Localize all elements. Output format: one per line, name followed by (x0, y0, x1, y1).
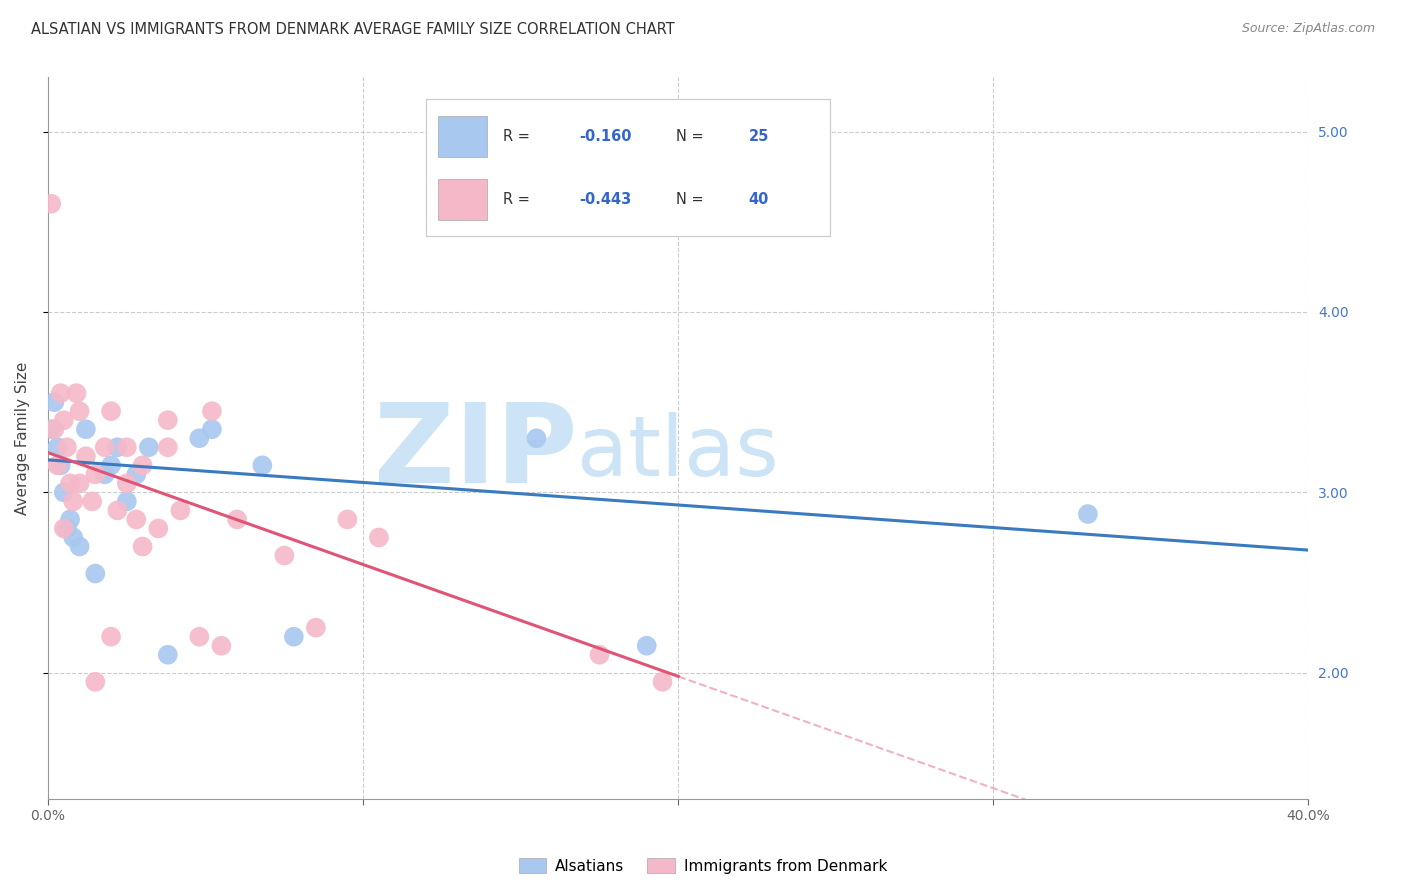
Point (39, 422, 62, 436)
Point (105, 440, 128, 454)
Point (367, 531, 389, 545)
Point (84, 467, 107, 482)
Point (156, 648, 179, 662)
Point (100, 630, 122, 644)
Point (52, 413, 75, 427)
Point (1077, 507, 1099, 521)
Point (49, 386, 72, 401)
Point (52, 485, 75, 500)
Point (115, 440, 138, 454)
Point (148, 521, 170, 535)
Point (69, 476, 91, 491)
Legend: Alsatians, Immigrants from Denmark: Alsatians, Immigrants from Denmark (512, 852, 894, 880)
Point (283, 630, 305, 644)
Point (252, 458, 274, 473)
Point (62, 531, 84, 545)
Point (138, 440, 160, 454)
Point (201, 422, 224, 436)
Point (82, 494, 104, 508)
Point (46, 440, 69, 454)
Point (94, 467, 117, 482)
Text: ZIP: ZIP (374, 400, 578, 506)
Point (188, 630, 211, 644)
Point (94, 440, 117, 454)
Point (636, 639, 658, 653)
Y-axis label: Average Family Size: Average Family Size (15, 361, 30, 515)
Point (188, 431, 211, 445)
Point (169, 503, 191, 517)
Point (56, 440, 79, 454)
Point (65, 386, 87, 401)
Point (100, 404, 122, 418)
Point (125, 512, 148, 526)
Point (156, 413, 179, 427)
Point (56, 521, 79, 535)
Point (125, 467, 148, 482)
Point (44, 422, 66, 436)
Point (39, 196, 62, 211)
Point (46, 458, 69, 473)
Point (75, 450, 97, 464)
Point (62, 494, 84, 508)
Point (305, 621, 328, 635)
Point (100, 458, 122, 473)
Text: atlas: atlas (578, 412, 779, 493)
Point (49, 458, 72, 473)
Point (52, 521, 75, 535)
Point (131, 458, 153, 473)
Point (115, 494, 138, 508)
Point (209, 639, 232, 653)
Text: ALSATIAN VS IMMIGRANTS FROM DENMARK AVERAGE FAMILY SIZE CORRELATION CHART: ALSATIAN VS IMMIGRANTS FROM DENMARK AVER… (31, 22, 675, 37)
Point (84, 674, 107, 689)
Point (651, 674, 673, 689)
Point (526, 431, 548, 445)
Point (44, 395, 66, 409)
Point (156, 440, 179, 454)
Point (201, 404, 224, 418)
Point (273, 549, 295, 563)
Point (59, 512, 82, 526)
Point (75, 422, 97, 436)
Point (59, 476, 82, 491)
Point (105, 503, 128, 517)
Point (588, 648, 610, 662)
Point (69, 540, 91, 554)
Point (336, 512, 359, 526)
Point (115, 476, 138, 491)
Point (226, 512, 249, 526)
Text: Source: ZipAtlas.com: Source: ZipAtlas.com (1241, 22, 1375, 36)
Point (84, 566, 107, 581)
Point (69, 404, 91, 418)
Point (131, 540, 153, 554)
